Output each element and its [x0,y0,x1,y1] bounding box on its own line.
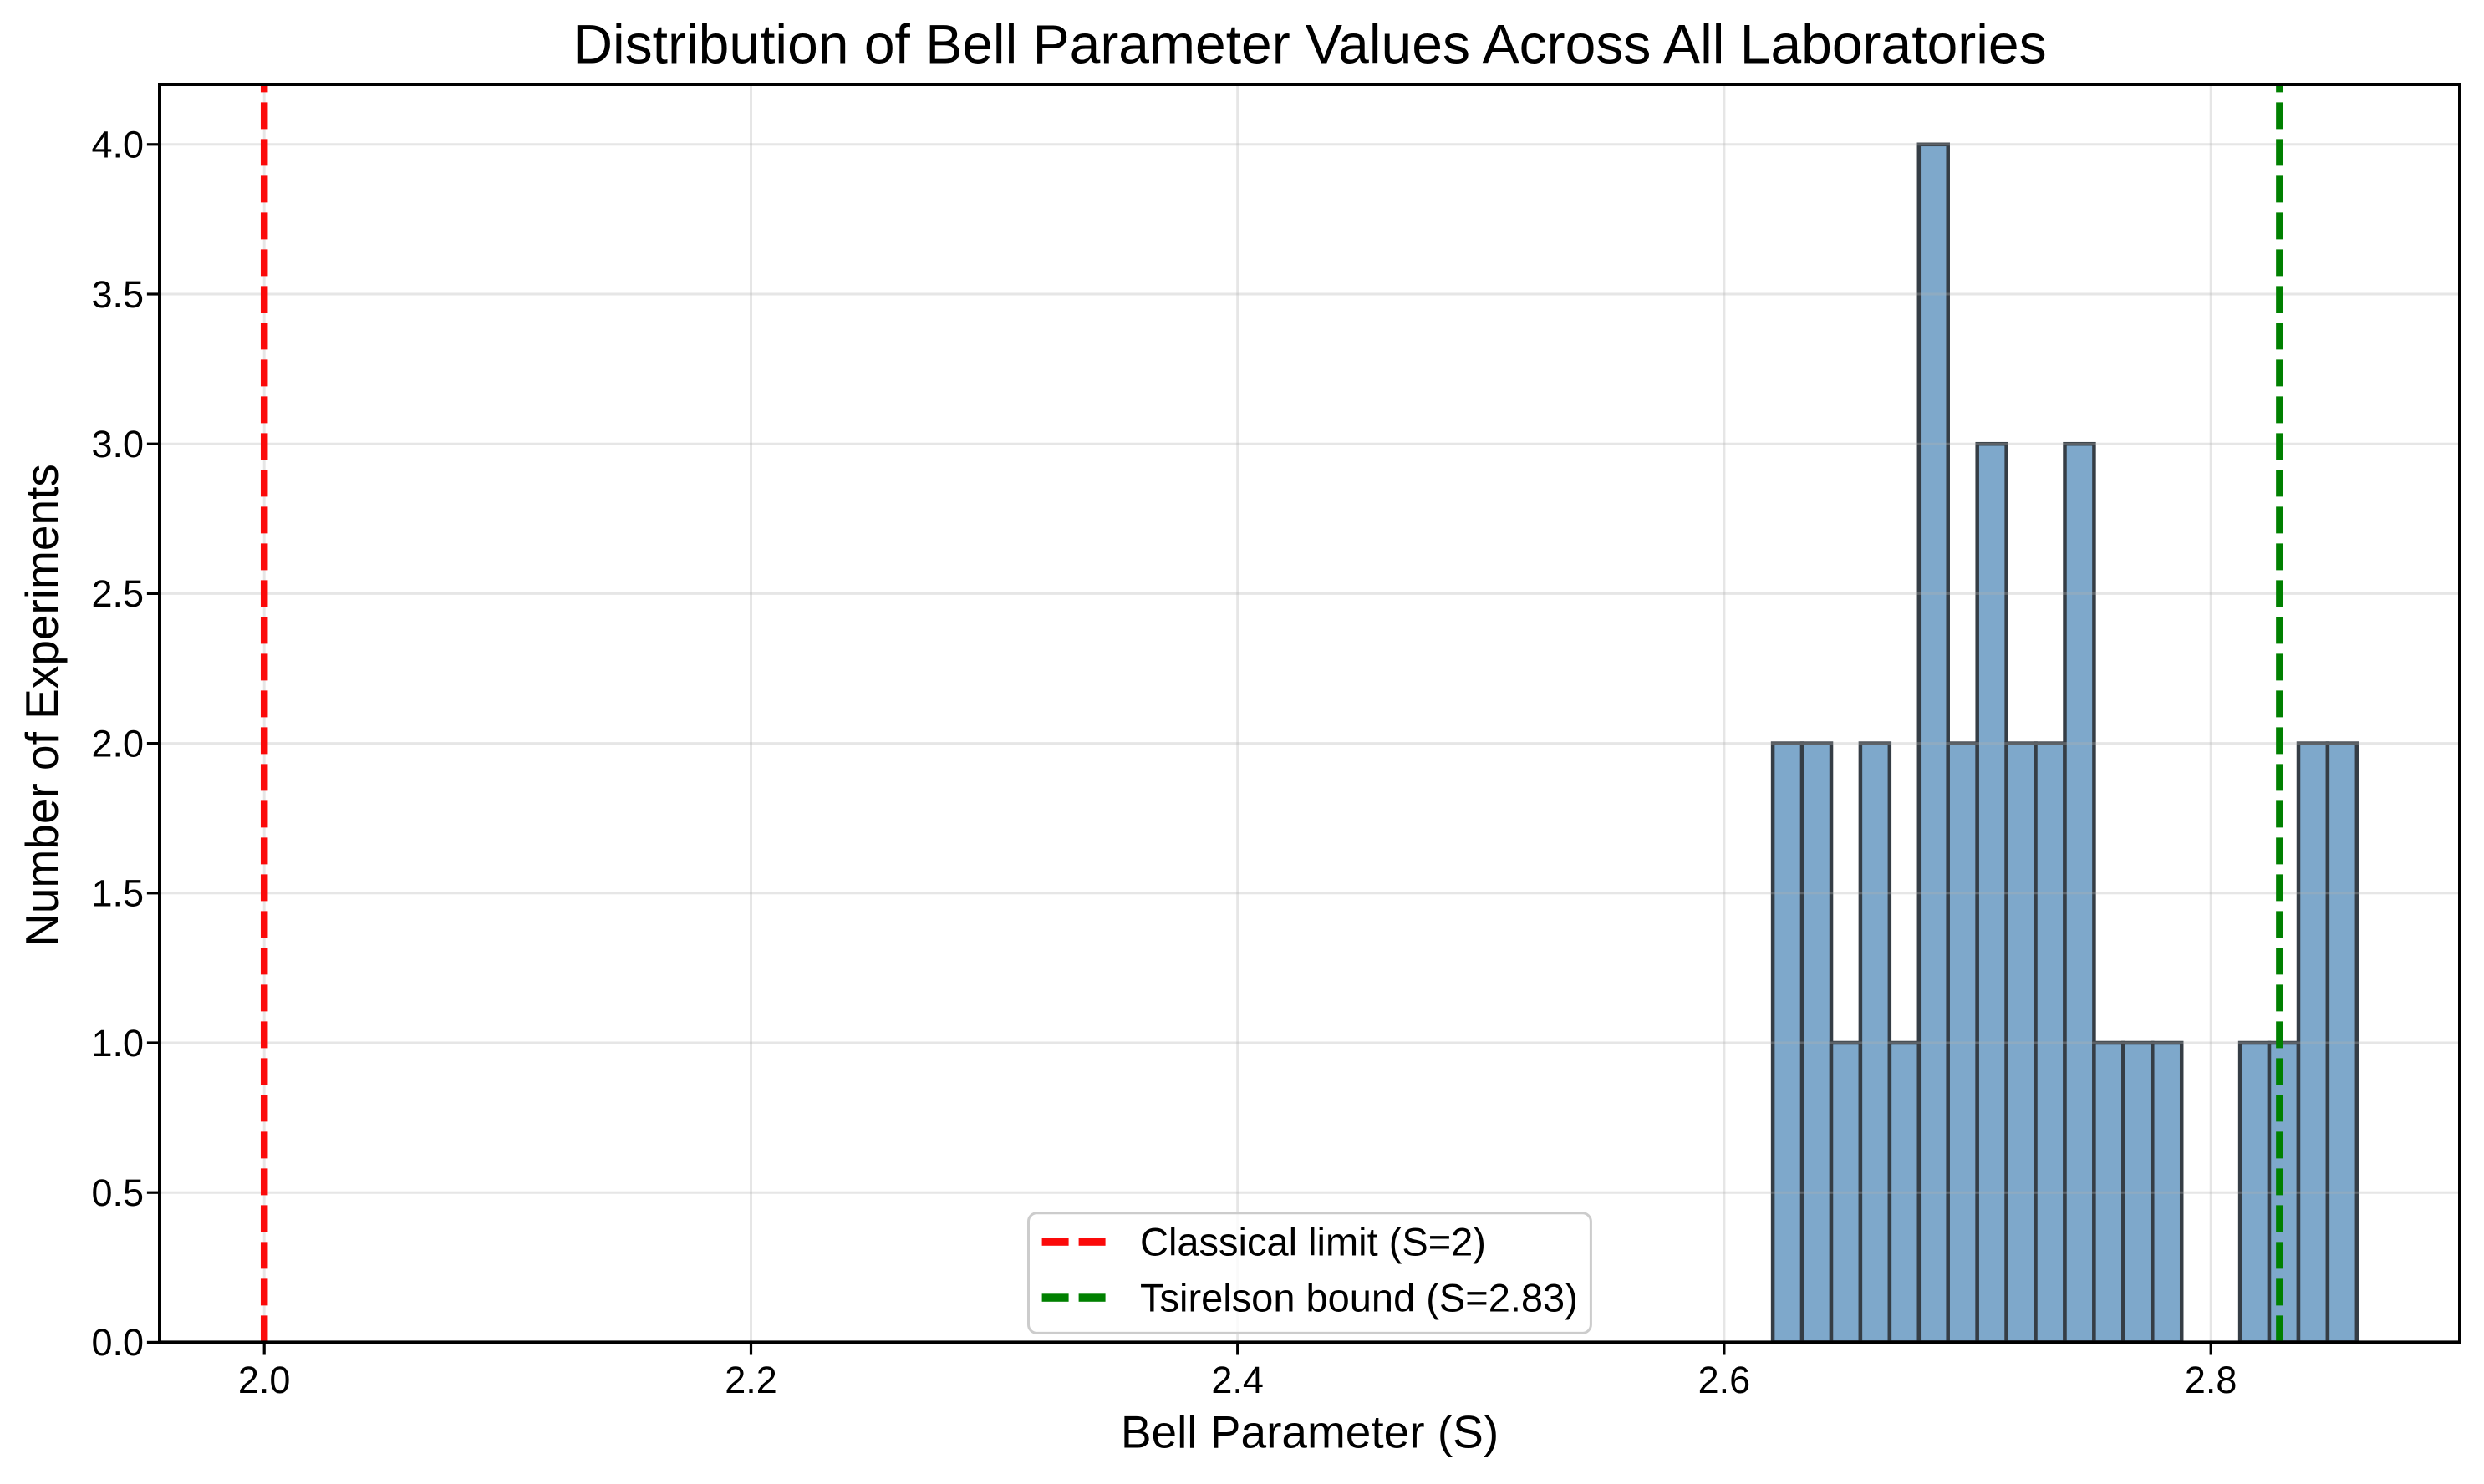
svg-text:2.2: 2.2 [725,1359,777,1401]
svg-text:2.0: 2.0 [238,1359,291,1401]
svg-text:2.0: 2.0 [91,722,144,765]
svg-text:2.5: 2.5 [91,572,144,615]
svg-text:Number of Experiments: Number of Experiments [16,464,68,947]
svg-text:0.5: 0.5 [91,1171,144,1214]
svg-text:Tsirelson bound (S=2.83): Tsirelson bound (S=2.83) [1140,1275,1578,1319]
svg-text:2.8: 2.8 [2185,1359,2237,1401]
svg-text:1.5: 1.5 [91,872,144,915]
svg-text:Distribution of Bell Parameter: Distribution of Bell Parameter Values Ac… [573,13,2046,75]
svg-text:Classical limit (S=2): Classical limit (S=2) [1140,1219,1486,1263]
svg-text:2.6: 2.6 [1698,1359,1751,1401]
svg-text:1.0: 1.0 [91,1022,144,1065]
svg-text:3.5: 3.5 [91,273,144,316]
svg-text:Bell Parameter (S): Bell Parameter (S) [1121,1406,1499,1458]
svg-text:4.0: 4.0 [91,124,144,166]
svg-text:2.4: 2.4 [1211,1359,1264,1401]
svg-text:3.0: 3.0 [91,423,144,465]
svg-text:0.0: 0.0 [91,1321,144,1364]
